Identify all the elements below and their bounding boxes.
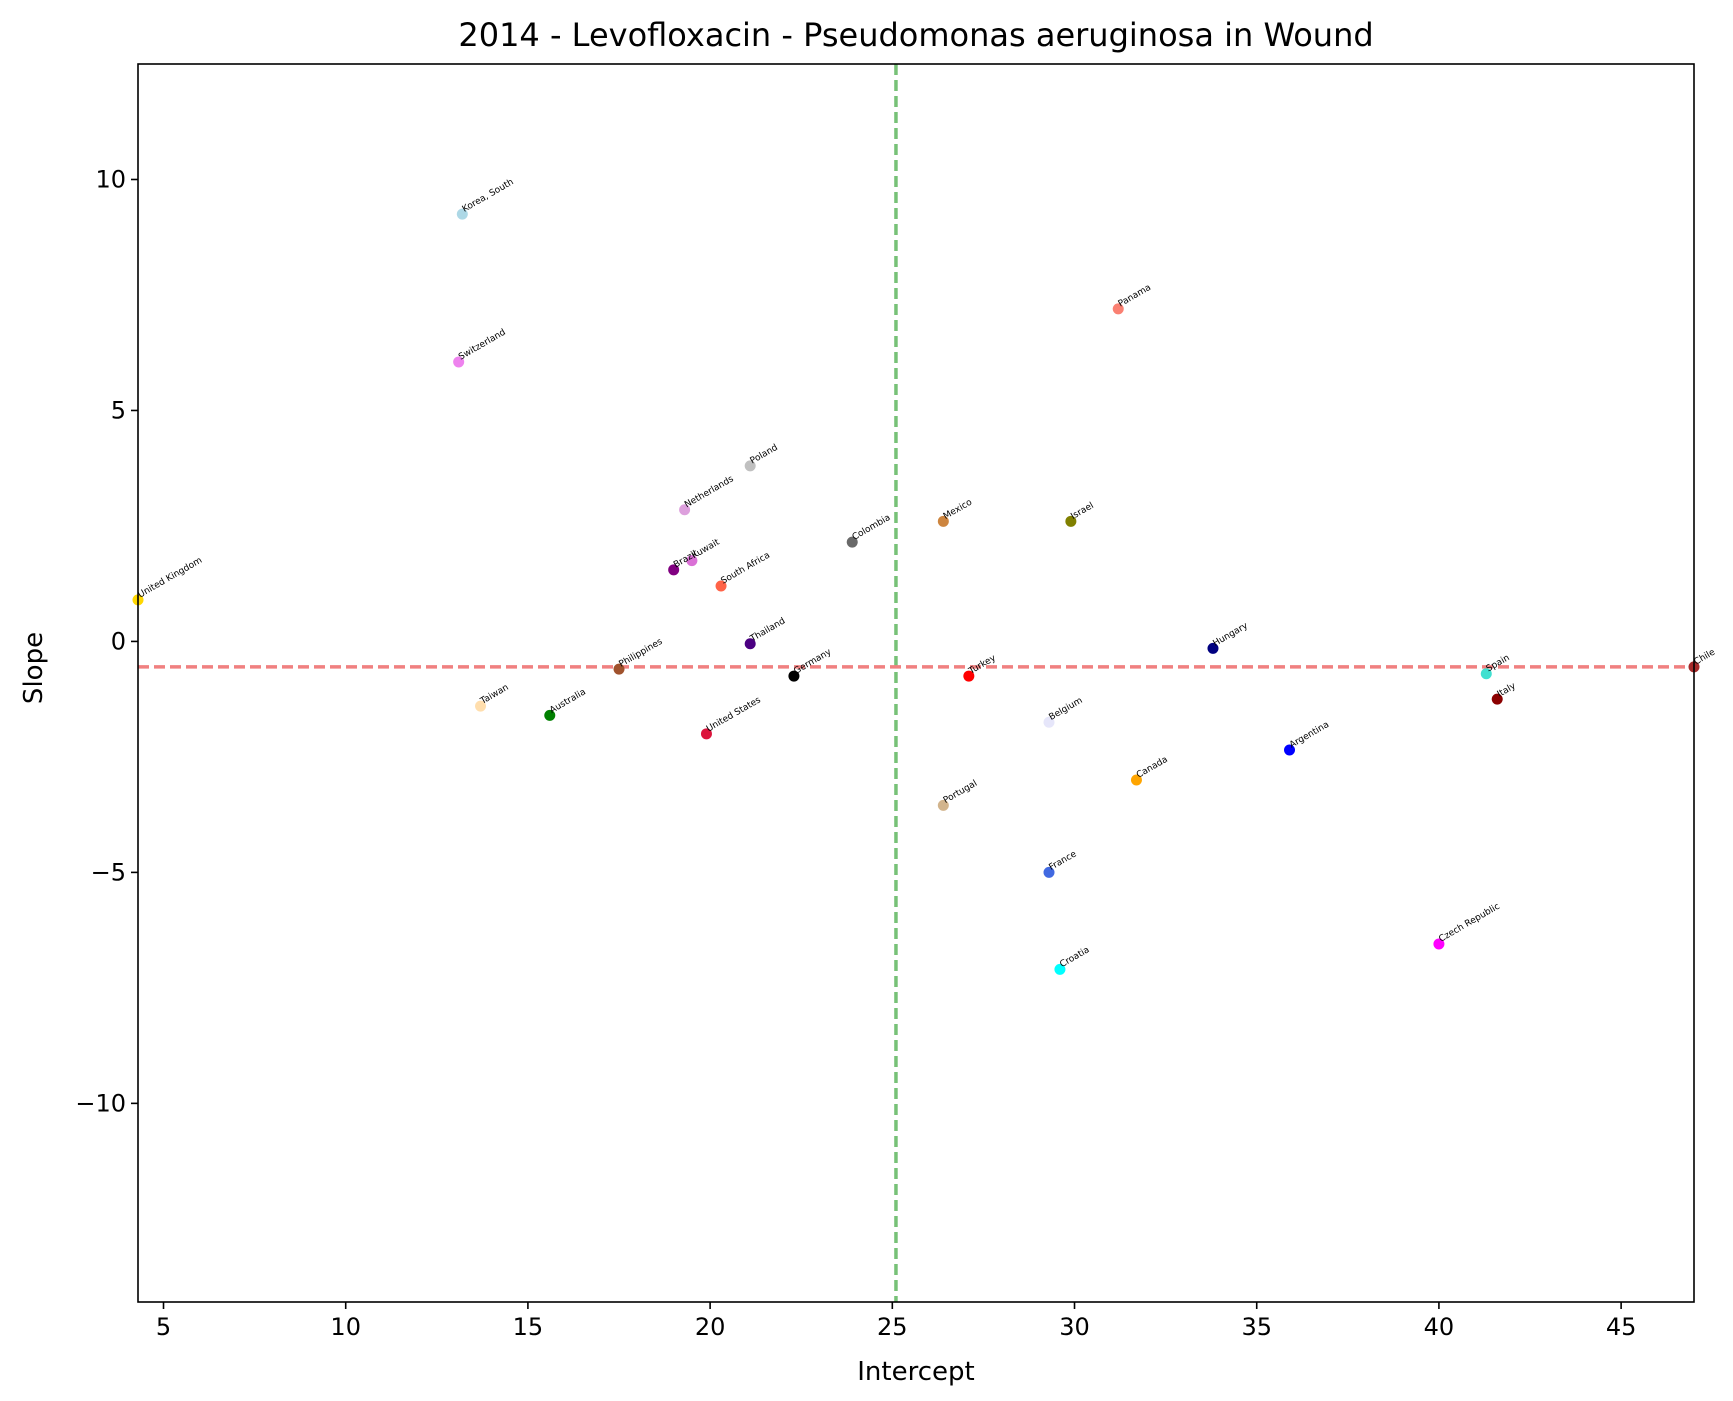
data-point: [744, 460, 756, 472]
data-point: [1284, 744, 1296, 756]
x-axis-title: Intercept: [857, 1357, 974, 1387]
data-point: [846, 536, 858, 548]
y-tick-label: 0: [111, 627, 126, 655]
data-point: [679, 504, 691, 516]
data-point: [1065, 515, 1077, 527]
data-point: [1054, 963, 1066, 975]
x-tick-label: 45: [1606, 1313, 1637, 1341]
data-point: [1130, 774, 1142, 786]
y-axis: 10 5 0 −5 −10: [75, 165, 138, 1117]
data-point: [788, 670, 800, 682]
data-point: [613, 663, 625, 675]
data-point: [456, 208, 468, 220]
y-tick-label: 10: [95, 165, 126, 193]
data-point: [963, 670, 975, 682]
x-tick-label: 25: [877, 1313, 908, 1341]
data-point: [686, 555, 698, 567]
x-tick-label: 35: [1241, 1313, 1272, 1341]
y-tick-label: −5: [91, 858, 126, 886]
data-point: [668, 564, 680, 576]
data-point: [700, 728, 712, 740]
plot-frame: [137, 63, 1695, 1303]
y-axis-title: Slope: [19, 632, 49, 704]
y-tick-label: 5: [111, 396, 126, 424]
y-tick-label: −10: [75, 1089, 126, 1117]
chart-title: 2014 - Levofloxacin - Pseudomonas aerugi…: [458, 16, 1373, 54]
data-point: [937, 799, 949, 811]
data-point: [744, 638, 756, 650]
x-tick-label: 40: [1424, 1313, 1455, 1341]
data-point: [544, 709, 556, 721]
x-tick-label: 30: [1059, 1313, 1090, 1341]
data-point: [1112, 303, 1124, 315]
data-point: [1491, 693, 1503, 705]
x-tick-label: 10: [330, 1313, 361, 1341]
data-point: [1480, 668, 1492, 680]
data-point: [475, 700, 487, 712]
x-tick-label: 5: [156, 1313, 171, 1341]
data-point: [1433, 938, 1445, 950]
data-point: [1043, 716, 1055, 728]
x-tick-label: 15: [513, 1313, 544, 1341]
data-point: [937, 515, 949, 527]
data-point: [1207, 642, 1219, 654]
data-point: [715, 580, 727, 592]
x-axis: 5 10 15 20 25 30 35 40 45: [156, 1302, 1637, 1341]
data-point: [1043, 866, 1055, 878]
data-point: [453, 356, 465, 368]
x-tick-label: 20: [695, 1313, 726, 1341]
